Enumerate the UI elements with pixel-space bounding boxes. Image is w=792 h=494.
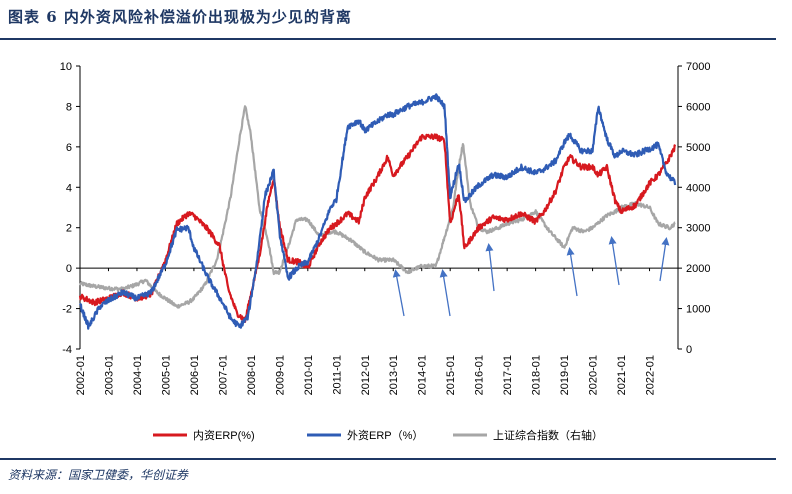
y-left-tick-label: -4 — [62, 344, 72, 356]
y-left-tick-label: 8 — [66, 101, 72, 113]
x-tick-label: 2019-01 — [559, 355, 571, 395]
x-tick-label: 2021-01 — [616, 355, 628, 395]
x-tick-label: 2009-01 — [274, 355, 286, 395]
series-line-foreign-erp — [79, 93, 677, 330]
x-tick-label: 2020-01 — [588, 355, 600, 395]
x-tick-label: 2012-01 — [360, 355, 372, 395]
annotation-arrow — [608, 236, 620, 286]
x-tick-label: 2003-01 — [103, 355, 115, 395]
y-right-tick-label: 6000 — [686, 101, 710, 113]
x-tick-label: 2008-01 — [246, 355, 258, 395]
y-right-tick-label: 4000 — [686, 182, 710, 194]
x-tick-label: 2018-01 — [531, 355, 543, 395]
y-left-tick-label: 10 — [60, 61, 72, 73]
y-right-tick-label: 5000 — [686, 142, 710, 154]
annotation-arrow — [392, 269, 405, 317]
legend-label: 外资ERP（%） — [347, 429, 423, 442]
x-tick-label: 2007-01 — [217, 355, 229, 395]
y-left-tick-label: 4 — [66, 182, 72, 194]
x-tick-label: 2017-01 — [502, 355, 514, 395]
x-tick-label: 2010-01 — [303, 355, 315, 395]
x-tick-label: 2006-01 — [189, 355, 201, 395]
bottom-rule — [0, 458, 776, 460]
source-note: 资料来源：国家卫健委，华创证券 — [8, 468, 189, 482]
x-tick-label: 2013-01 — [388, 355, 400, 395]
annotation-arrow — [485, 243, 495, 292]
annotation-arrow — [566, 247, 578, 297]
top-rule — [0, 38, 776, 40]
x-tick-label: 2015-01 — [445, 355, 457, 395]
annotation-arrow — [439, 269, 451, 317]
annotation-arrow — [659, 237, 670, 282]
y-right-tick-label: 3000 — [686, 223, 710, 235]
x-tick-label: 2002-01 — [75, 355, 87, 395]
x-tick-label: 2004-01 — [132, 355, 144, 395]
legend-label: 内资ERP(%) — [193, 428, 255, 442]
x-tick-label: 2016-01 — [474, 355, 486, 395]
y-right-tick-label: 1000 — [686, 304, 710, 316]
chart-title: 图表 6 内外资风险补偿溢价出现极为少见的背离 — [8, 8, 352, 26]
y-right-tick-label: 2000 — [686, 263, 710, 275]
y-left-tick-label: -2 — [62, 304, 72, 316]
x-tick-label: 2022-01 — [645, 355, 657, 395]
x-tick-label: 2011-01 — [331, 355, 343, 395]
x-tick-label: 2014-01 — [417, 355, 429, 395]
y-right-tick-label: 0 — [686, 344, 692, 356]
series-line-shanghai-index — [78, 105, 676, 309]
x-tick-label: 2005-01 — [160, 355, 172, 395]
y-left-tick-label: 6 — [66, 142, 72, 154]
y-left-tick-label: 2 — [66, 223, 72, 235]
legend-label: 上证综合指数（右轴） — [493, 428, 603, 442]
series-line-domestic-erp — [78, 133, 677, 323]
y-left-tick-label: 0 — [66, 263, 72, 275]
y-right-tick-label: 7000 — [686, 61, 710, 73]
